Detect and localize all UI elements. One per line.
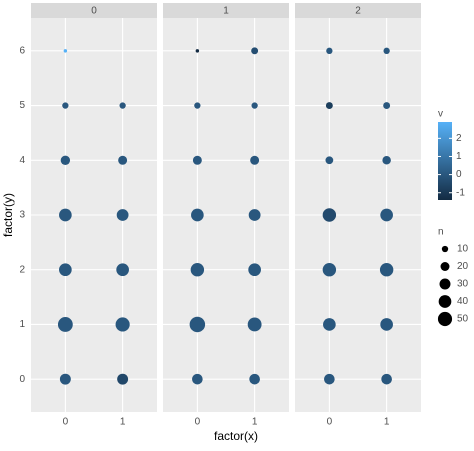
point	[194, 102, 201, 109]
y-tick-label: 5	[19, 100, 25, 111]
y-tick-label: 1	[19, 319, 25, 330]
colorbar-label: 2	[456, 133, 462, 144]
point	[382, 156, 391, 165]
facet-label: 1	[223, 6, 229, 17]
y-axis-title: factor(y)	[1, 193, 15, 237]
point	[116, 209, 129, 221]
legend-label: 50	[457, 314, 469, 325]
point	[383, 47, 390, 54]
point	[189, 316, 206, 333]
point	[380, 208, 393, 222]
facet-label: 2	[355, 6, 361, 17]
x-tick-label: 0	[63, 417, 69, 428]
y-tick-label: 0	[19, 374, 25, 385]
legend-key	[437, 311, 453, 327]
strip	[295, 3, 421, 18]
point	[247, 317, 262, 332]
x-tick-label: 0	[195, 417, 201, 428]
legend-label: 20	[457, 261, 469, 272]
strip	[163, 3, 289, 18]
legend-title: v	[438, 109, 443, 120]
x-axis-title: factor(x)	[214, 429, 258, 443]
point	[379, 263, 394, 277]
point	[119, 102, 126, 109]
legend-label: 40	[457, 296, 469, 307]
point	[118, 155, 128, 165]
point	[195, 49, 200, 53]
point	[116, 263, 129, 277]
legend-label: 10	[457, 244, 469, 255]
point	[57, 317, 73, 332]
point	[115, 317, 130, 332]
point	[250, 155, 260, 165]
x-tick-label: 1	[120, 417, 126, 428]
point	[383, 102, 391, 110]
legend-title: n	[438, 227, 444, 238]
legend-key	[441, 245, 449, 253]
colorbar-label: 1	[456, 151, 462, 162]
strip	[31, 3, 157, 18]
y-tick-label: 6	[19, 45, 25, 56]
facet-label: 0	[91, 6, 97, 17]
legend-label: 30	[457, 279, 469, 290]
x-tick-label: 1	[252, 417, 258, 428]
point	[322, 208, 337, 222]
point	[251, 47, 259, 55]
point	[59, 373, 71, 385]
point	[63, 49, 68, 53]
x-tick-label: 0	[327, 417, 333, 428]
x-tick-label: 1	[384, 417, 390, 428]
y-tick-label: 3	[19, 210, 25, 221]
legend-key	[439, 278, 451, 290]
point	[192, 373, 203, 385]
point	[190, 263, 205, 277]
point	[325, 102, 333, 110]
point	[59, 263, 72, 277]
point	[380, 318, 393, 331]
point	[59, 208, 72, 222]
point	[60, 155, 71, 165]
point	[248, 209, 261, 221]
point	[381, 373, 392, 385]
point	[325, 156, 334, 165]
point	[249, 373, 260, 385]
point	[62, 102, 69, 109]
y-tick-label: 2	[19, 264, 25, 275]
point	[192, 155, 202, 165]
point	[324, 373, 335, 385]
point	[117, 373, 129, 385]
point	[322, 263, 337, 277]
point	[191, 208, 204, 222]
point	[323, 318, 336, 331]
point	[251, 102, 258, 109]
y-tick-label: 4	[19, 155, 25, 166]
colorbar	[438, 122, 452, 200]
legend-key	[438, 295, 452, 308]
point	[326, 47, 333, 54]
point	[248, 263, 261, 277]
colorbar-label: -1	[456, 187, 465, 198]
colorbar-label: 0	[456, 169, 462, 180]
legend-key	[440, 262, 450, 271]
